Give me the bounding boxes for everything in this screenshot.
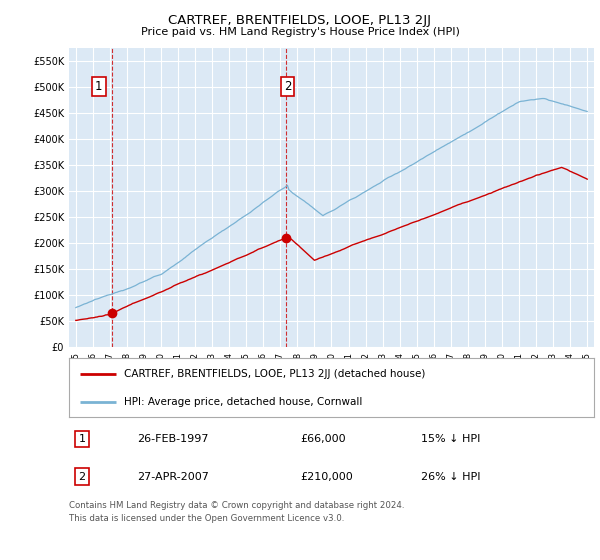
Text: 2: 2 (284, 80, 291, 93)
Text: Contains HM Land Registry data © Crown copyright and database right 2024.: Contains HM Land Registry data © Crown c… (69, 501, 404, 510)
Text: 26-FEB-1997: 26-FEB-1997 (137, 434, 209, 444)
Text: £66,000: £66,000 (300, 434, 346, 444)
Text: HPI: Average price, detached house, Cornwall: HPI: Average price, detached house, Corn… (124, 397, 362, 407)
Text: 27-APR-2007: 27-APR-2007 (137, 472, 209, 482)
Text: 1: 1 (79, 434, 86, 444)
Text: Price paid vs. HM Land Registry's House Price Index (HPI): Price paid vs. HM Land Registry's House … (140, 27, 460, 37)
Text: 26% ↓ HPI: 26% ↓ HPI (421, 472, 480, 482)
Text: £210,000: £210,000 (300, 472, 353, 482)
Text: 15% ↓ HPI: 15% ↓ HPI (421, 434, 480, 444)
Text: CARTREF, BRENTFIELDS, LOOE, PL13 2JJ: CARTREF, BRENTFIELDS, LOOE, PL13 2JJ (169, 14, 431, 27)
Text: This data is licensed under the Open Government Licence v3.0.: This data is licensed under the Open Gov… (69, 514, 344, 522)
Text: CARTREF, BRENTFIELDS, LOOE, PL13 2JJ (detached house): CARTREF, BRENTFIELDS, LOOE, PL13 2JJ (de… (124, 368, 425, 379)
Text: 2: 2 (79, 472, 86, 482)
Text: 1: 1 (95, 80, 103, 93)
